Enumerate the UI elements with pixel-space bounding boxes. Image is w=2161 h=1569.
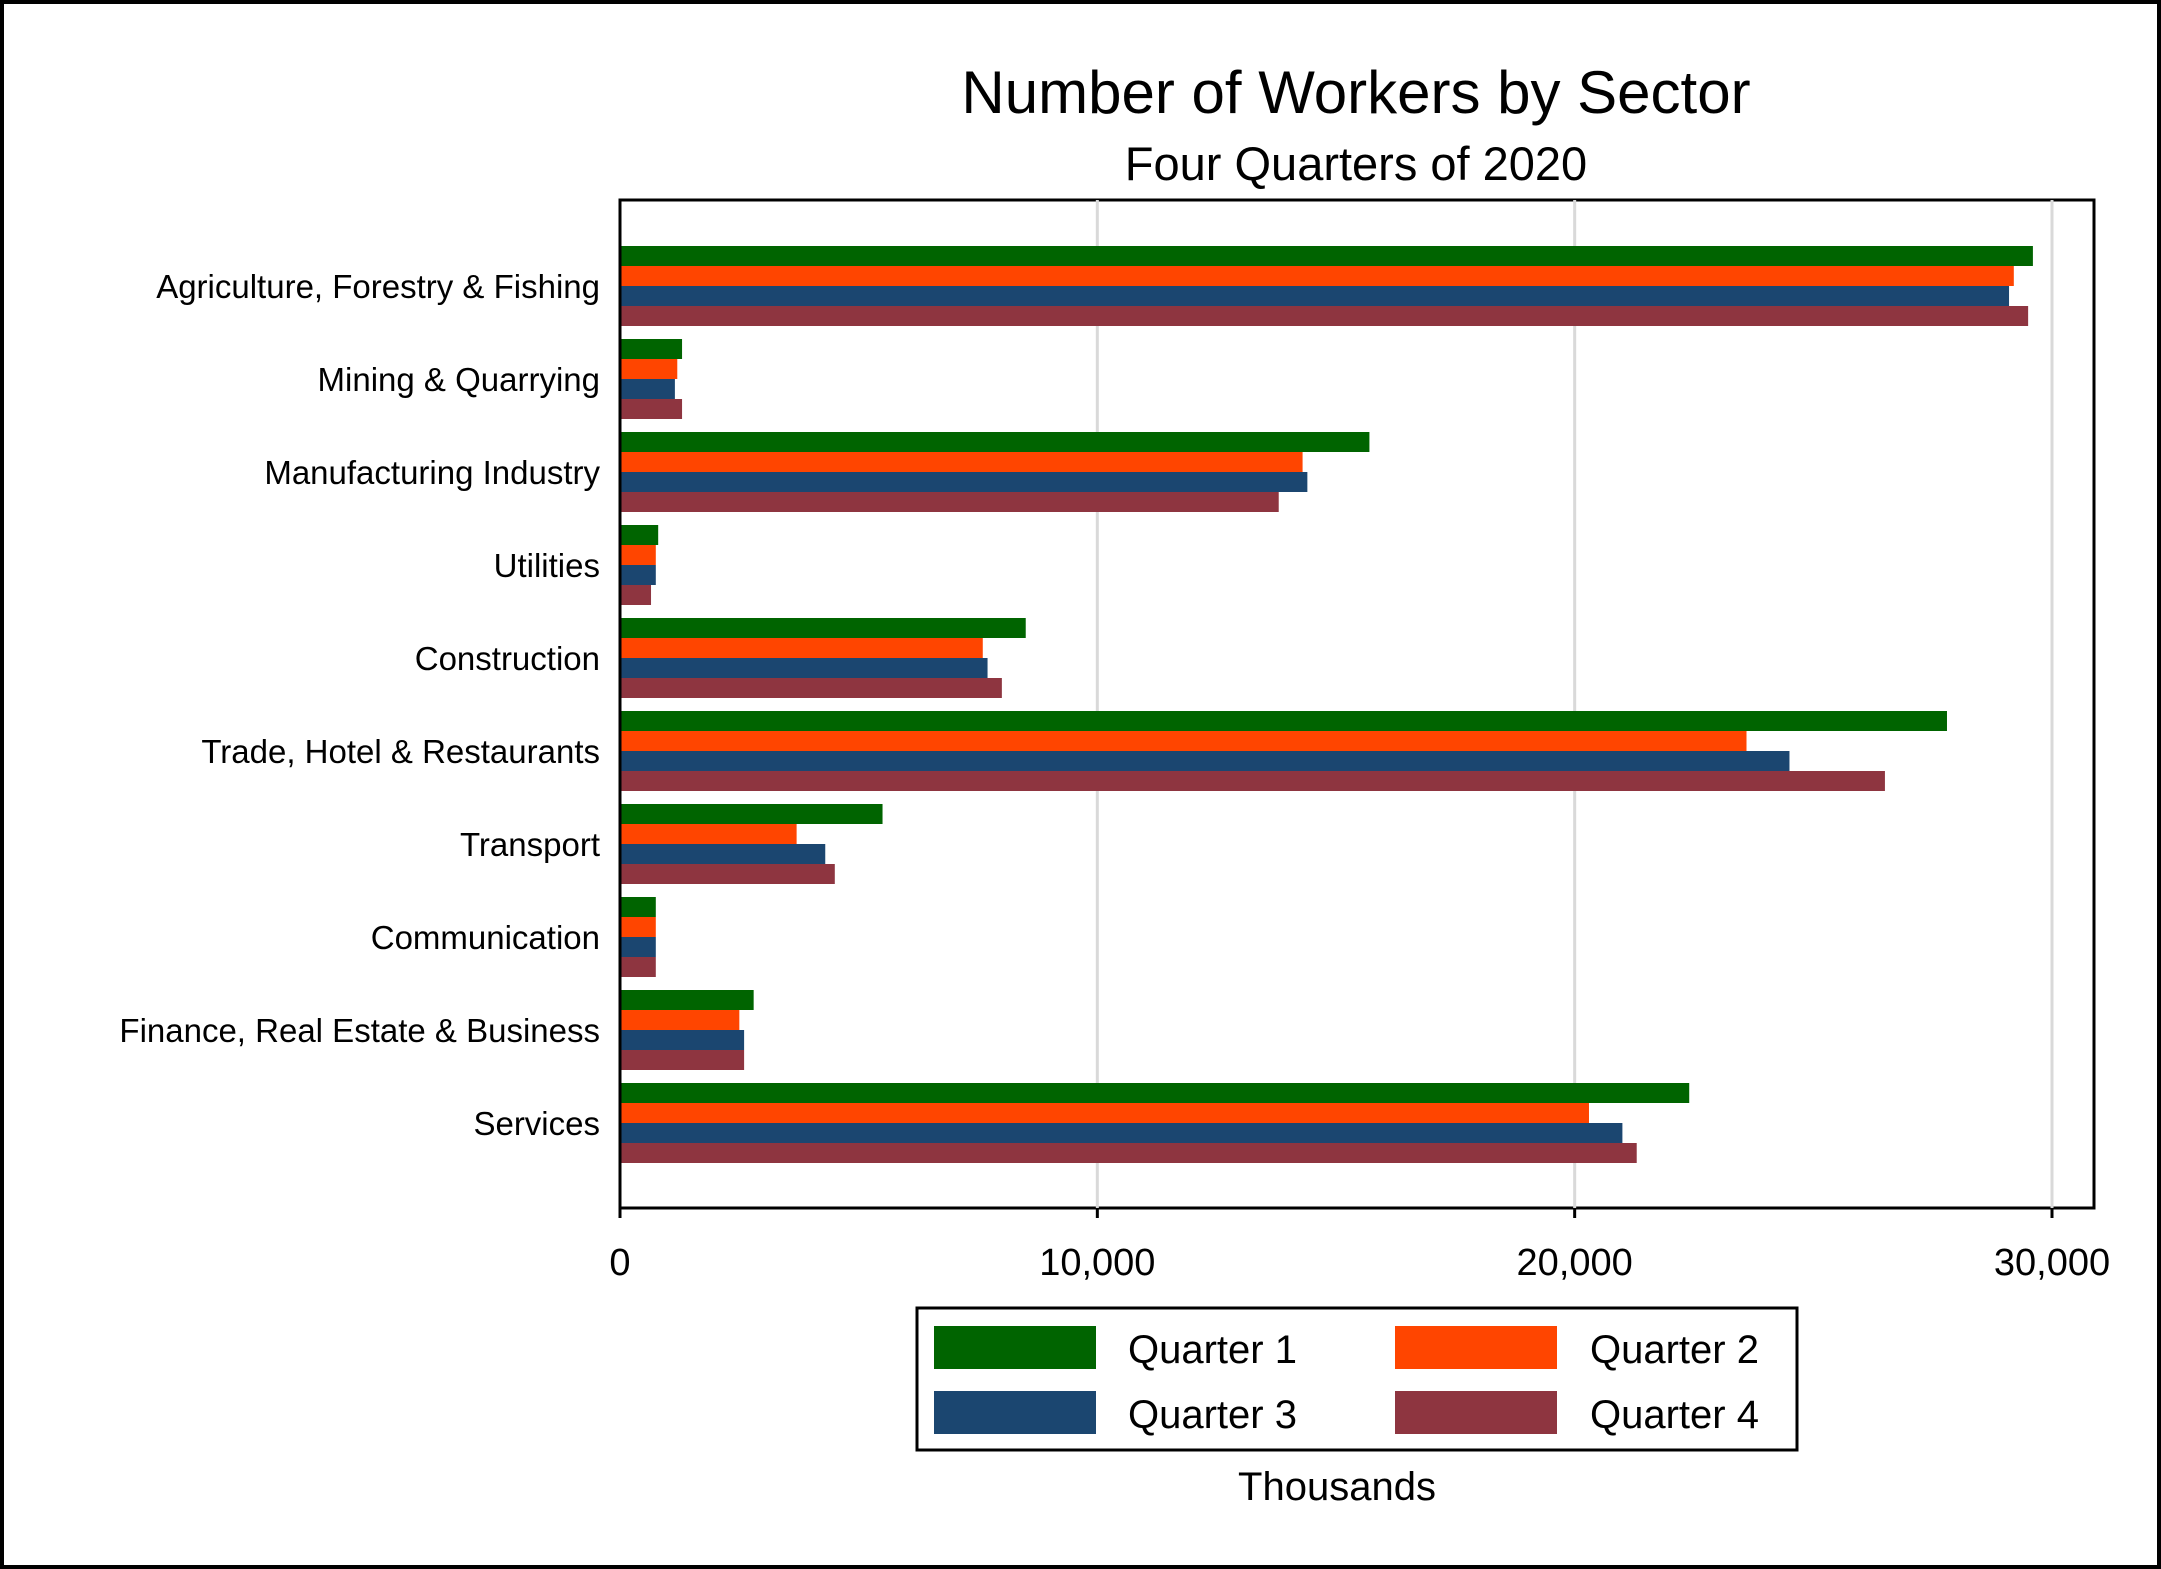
category-label: Finance, Real Estate & Business: [119, 1012, 600, 1049]
bar: [620, 990, 754, 1010]
bar: [620, 678, 1002, 698]
bar: [620, 492, 1279, 512]
bar: [620, 804, 883, 824]
bar: [620, 306, 2029, 326]
category-label: Utilities: [494, 547, 600, 584]
category-label: Construction: [415, 640, 600, 677]
bar: [620, 937, 656, 957]
legend-swatch: [1395, 1391, 1557, 1434]
category-labels: Agriculture, Forestry & Fishing Mining & …: [119, 268, 600, 1142]
bar: [620, 585, 652, 605]
bar: [620, 864, 835, 884]
x-tick-label: 20,000: [1517, 1242, 1633, 1284]
bar: [620, 359, 678, 379]
chart-subtitle: Four Quarters of 2020: [1125, 137, 1587, 190]
bar: [620, 1123, 1623, 1143]
bars: [620, 246, 2033, 1163]
chart-title: Number of Workers by Sector: [961, 59, 1750, 126]
bar: [620, 472, 1308, 492]
bar: [620, 1083, 1690, 1103]
bar: [620, 432, 1370, 452]
legend: Quarter 1 Quarter 2 Quarter 3 Quarter 4: [915, 1306, 1799, 1452]
bar: [620, 957, 656, 977]
category-label: Communication: [371, 919, 600, 956]
x-axis-label: Thousands: [1238, 1465, 1436, 1509]
bar: [620, 844, 826, 864]
x-tick-label: 10,000: [1039, 1242, 1155, 1284]
x-tick-label: 30,000: [1994, 1242, 2110, 1284]
bar: [620, 1010, 740, 1030]
bar: [620, 1103, 1589, 1123]
bar: [620, 824, 797, 844]
bar: [620, 452, 1303, 472]
x-axis-ticks: 0 10,000 20,000 30,000: [609, 1208, 2110, 1284]
category-label: Transport: [460, 826, 600, 863]
legend-label: Quarter 4: [1590, 1393, 1759, 1437]
grid-lines: [1095, 200, 2054, 1208]
bar: [620, 751, 1790, 771]
category-label: Services: [473, 1105, 600, 1142]
bar: [620, 399, 683, 419]
bar: [620, 638, 983, 658]
bar: [620, 379, 675, 399]
bar: [620, 525, 659, 545]
bar: [620, 771, 1885, 791]
bar: [620, 266, 2014, 286]
bar: [620, 618, 1026, 638]
legend-swatch: [1395, 1326, 1557, 1369]
category-label: Mining & Quarrying: [318, 361, 600, 398]
x-tick-label: 0: [609, 1242, 630, 1284]
legend-label: Quarter 2: [1590, 1328, 1759, 1372]
bar: [620, 339, 683, 359]
plot-area: [618, 198, 2096, 1210]
bar: [620, 711, 1947, 731]
legend-swatch: [934, 1391, 1096, 1434]
legend-label: Quarter 1: [1128, 1328, 1297, 1372]
bar: [620, 1143, 1637, 1163]
category-label: Agriculture, Forestry & Fishing: [156, 268, 600, 305]
bar: [620, 1030, 745, 1050]
bar: [620, 917, 656, 937]
bar: [620, 658, 988, 678]
legend-label: Quarter 3: [1128, 1393, 1297, 1437]
bar: [620, 1050, 745, 1070]
bar: [620, 545, 656, 565]
legend-swatch: [934, 1326, 1096, 1369]
category-label: Trade, Hotel & Restaurants: [201, 733, 600, 770]
bar: [620, 246, 2033, 266]
bar: [620, 565, 656, 585]
category-label: Manufacturing Industry: [264, 454, 600, 491]
bar: [620, 731, 1747, 751]
bar: [620, 286, 2010, 306]
bar: [620, 897, 656, 917]
